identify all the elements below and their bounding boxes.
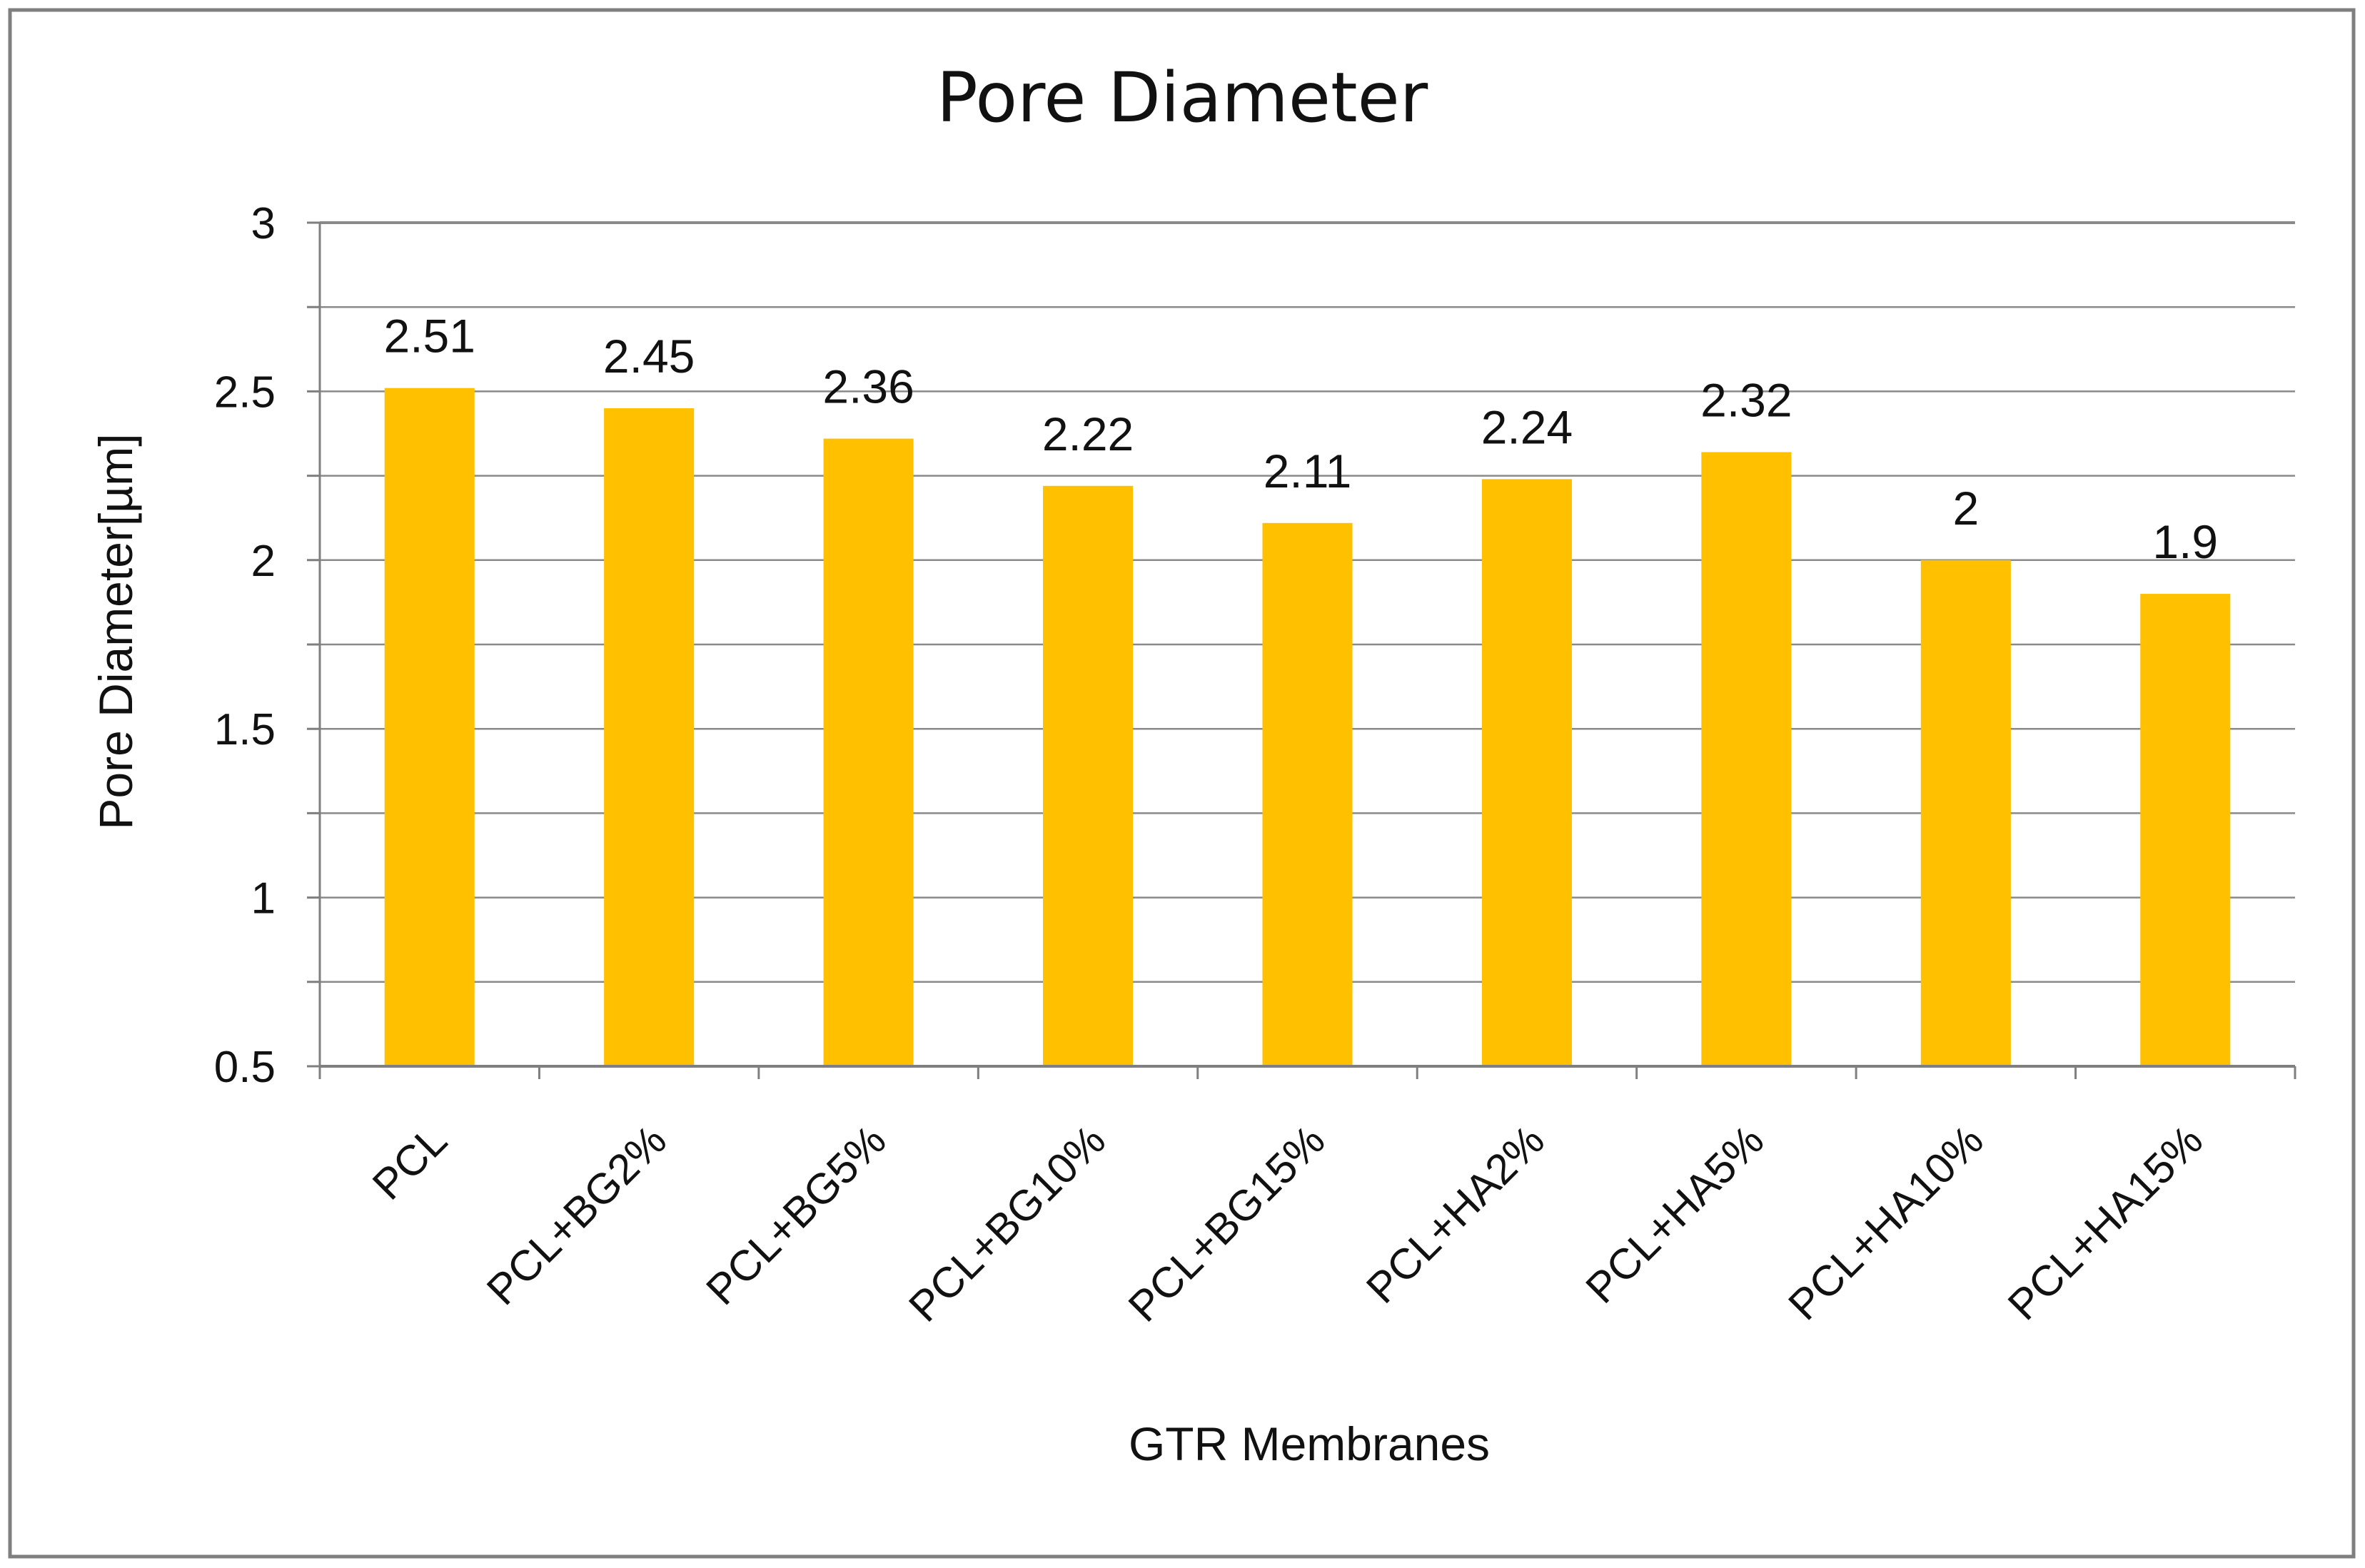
data-label: 2.11 <box>1264 445 1352 497</box>
y-tick-label: 3 <box>251 199 276 248</box>
bar <box>823 438 914 1066</box>
chart-title: Pore Diameter <box>937 58 1428 138</box>
y-tick-label: 1 <box>251 874 276 924</box>
data-label: 2.22 <box>1042 408 1134 460</box>
bar <box>1920 560 2011 1066</box>
y-tick-label: 2 <box>251 537 276 586</box>
data-label: 2.32 <box>1700 374 1792 427</box>
bar <box>604 408 695 1066</box>
data-label: 2.45 <box>603 330 695 383</box>
bar <box>384 388 475 1066</box>
axes <box>307 221 2296 1079</box>
y-tick-label: 1.5 <box>214 705 276 754</box>
data-label: 2 <box>1952 482 1979 535</box>
y-tick-label: 0.5 <box>214 1043 276 1092</box>
x-axis-title: GTR Membranes <box>1129 1417 1490 1470</box>
bar <box>1481 479 1572 1066</box>
data-label: 2.24 <box>1481 400 1573 453</box>
data-label: 2.36 <box>822 360 914 413</box>
y-axis-title: Pore Diameter[µm] <box>89 433 142 829</box>
bar <box>1043 485 1134 1066</box>
bar <box>1701 452 1792 1066</box>
data-label: 1.9 <box>2152 515 2218 568</box>
bar <box>2140 594 2231 1066</box>
bar <box>1262 522 1353 1066</box>
y-tick-labels: 0.5 1 1.5 2 2.5 3 <box>214 199 276 1092</box>
bars <box>384 388 2231 1066</box>
y-tick-label: 2.5 <box>214 368 276 417</box>
data-labels: 2.51 2.45 2.36 2.22 2.11 2.24 2.32 2 1.9 <box>383 310 2218 568</box>
data-label: 2.51 <box>383 310 475 363</box>
